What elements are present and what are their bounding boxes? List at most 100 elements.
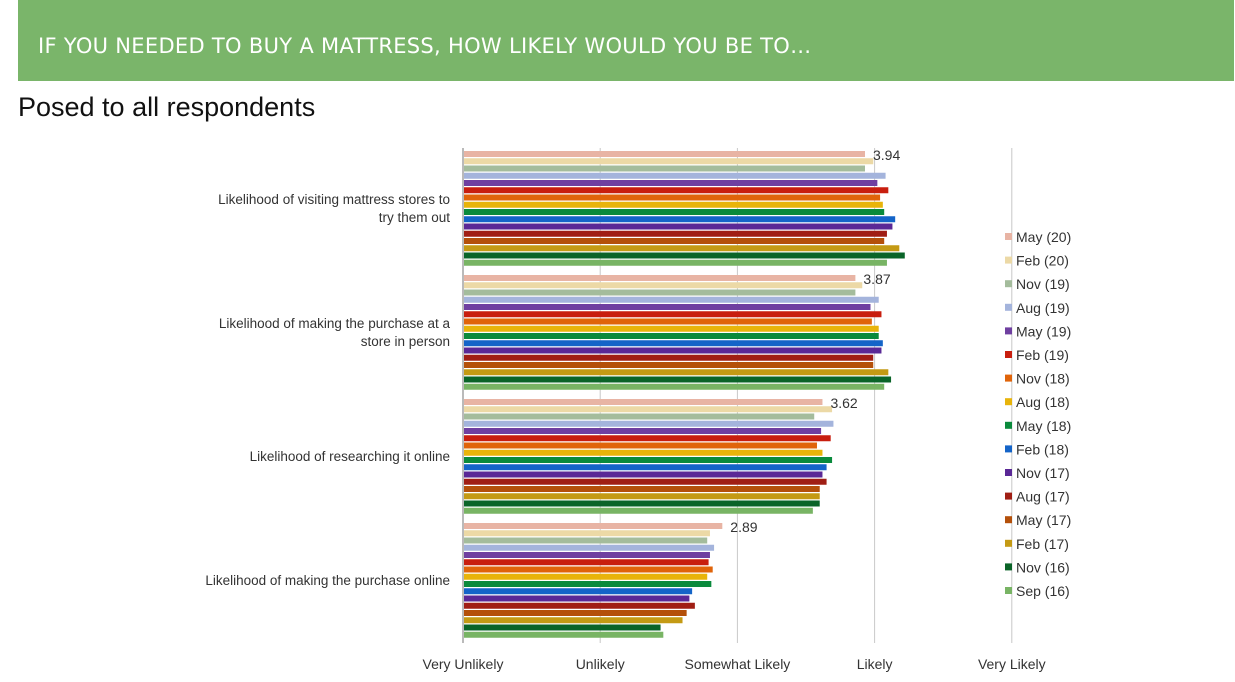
bar: [464, 449, 823, 456]
bar: [464, 347, 882, 354]
bar: [464, 201, 883, 208]
category-label: Likelihood of visiting mattress stores t…: [218, 192, 450, 207]
legend-swatch: [1005, 374, 1012, 382]
bar: [464, 296, 879, 303]
legend-swatch: [1005, 351, 1012, 358]
bar: [464, 325, 879, 332]
legend-entry: Feb (17): [1016, 536, 1069, 552]
bar: [464, 275, 856, 281]
bar: [464, 187, 889, 194]
bar: [464, 238, 885, 244]
bar: [464, 354, 874, 361]
bar: [464, 559, 709, 566]
bar: [464, 610, 687, 616]
x-tick-label: Very Likely: [978, 656, 1046, 672]
data-label: 3.87: [863, 271, 890, 287]
bar: [464, 399, 823, 405]
bar: [464, 282, 863, 289]
bar: [464, 588, 693, 595]
x-tick-label: Unlikely: [576, 656, 625, 672]
legend-entry: Aug (19): [1016, 300, 1070, 316]
legend-entry: Feb (18): [1016, 441, 1069, 457]
bar: [464, 428, 822, 434]
bar: [464, 194, 881, 201]
x-tick-label: Very Unlikely: [423, 656, 504, 672]
legend-swatch: [1005, 516, 1012, 524]
bar: [464, 537, 708, 544]
legend-entry: Nov (19): [1016, 276, 1070, 292]
legend-swatch: [1005, 492, 1012, 500]
legend-entry: May (20): [1016, 229, 1071, 245]
category-label: Likelihood of making the purchase at a: [219, 316, 451, 331]
legend-swatch: [1005, 445, 1012, 453]
bar: [464, 500, 820, 507]
bar: [464, 158, 874, 165]
bar: [464, 435, 831, 442]
bar: [464, 151, 865, 157]
bar: [464, 259, 887, 266]
header-band: IF YOU NEEDED TO BUY A MATTRESS, HOW LIK…: [18, 0, 1234, 81]
legend-entry: Feb (20): [1016, 253, 1069, 269]
bar: [464, 595, 690, 602]
legend-swatch: [1005, 563, 1012, 571]
bar: [464, 209, 885, 215]
category-label: Likelihood of making the purchase online: [205, 573, 450, 588]
bar: [464, 478, 827, 485]
x-tick-label: Somewhat Likely: [684, 656, 790, 672]
bar: [464, 318, 872, 325]
legend-swatch: [1005, 233, 1012, 240]
legend-entry: Aug (18): [1016, 394, 1070, 410]
bar: [464, 172, 886, 179]
bar: [464, 369, 889, 376]
bar: [464, 376, 892, 383]
bar: [464, 530, 710, 537]
legend-entry: May (19): [1016, 323, 1071, 339]
legend-entry: May (17): [1016, 512, 1071, 528]
bar: [464, 311, 882, 318]
legend-entry: Nov (17): [1016, 465, 1070, 481]
bar: [464, 333, 879, 339]
bar: [464, 581, 712, 587]
legend-swatch: [1005, 469, 1012, 476]
bar: [464, 413, 815, 420]
bar: [464, 165, 865, 172]
legend-entry: Feb (19): [1016, 347, 1069, 363]
category-label: store in person: [361, 334, 450, 349]
bar: [464, 304, 871, 310]
bar: [464, 493, 820, 500]
legend-swatch: [1005, 398, 1012, 406]
legend-entry: Nov (18): [1016, 371, 1070, 387]
bar: [464, 573, 708, 580]
bar: [464, 552, 710, 558]
data-label: 3.62: [830, 395, 857, 411]
bar: [464, 216, 896, 223]
bar: [464, 252, 905, 259]
bar: [464, 230, 887, 237]
data-label: 2.89: [730, 519, 757, 535]
bar: [464, 420, 834, 427]
bar: [464, 383, 885, 390]
page-subtitle: Posed to all respondents: [18, 92, 316, 122]
bar: [464, 602, 695, 609]
bar: [464, 289, 856, 296]
legend-swatch: [1005, 280, 1012, 288]
bar: [464, 362, 874, 368]
legend-swatch: [1005, 587, 1012, 594]
legend-entry: Nov (16): [1016, 559, 1070, 575]
legend-swatch: [1005, 539, 1012, 547]
bar: [464, 457, 833, 463]
bar: [464, 471, 823, 478]
legend-swatch: [1005, 421, 1012, 429]
page-title: IF YOU NEEDED TO BUY A MATTRESS, HOW LIK…: [38, 34, 812, 58]
category-label: Likelihood of researching it online: [250, 449, 450, 464]
data-label: 3.94: [873, 147, 900, 163]
legend-entry: Aug (17): [1016, 489, 1070, 505]
bar: [464, 223, 893, 230]
bar: [464, 523, 723, 529]
bar: [464, 442, 817, 449]
legend-swatch: [1005, 303, 1012, 311]
category-label: try them out: [379, 210, 451, 225]
bar: [464, 406, 833, 413]
bar: [464, 340, 883, 347]
bar: [464, 507, 813, 514]
